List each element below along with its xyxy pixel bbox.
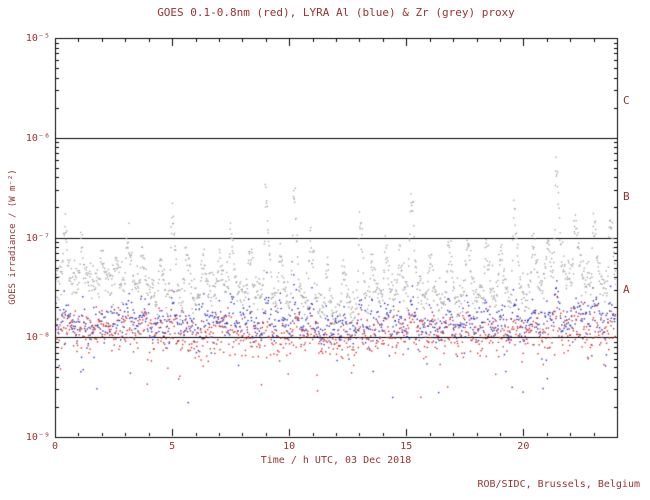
plot-canvas: [0, 0, 650, 500]
lyra-goes-xray-plot: GOES 0.1-0.8nm (red), LYRA Al (blue) & Z…: [0, 0, 650, 500]
